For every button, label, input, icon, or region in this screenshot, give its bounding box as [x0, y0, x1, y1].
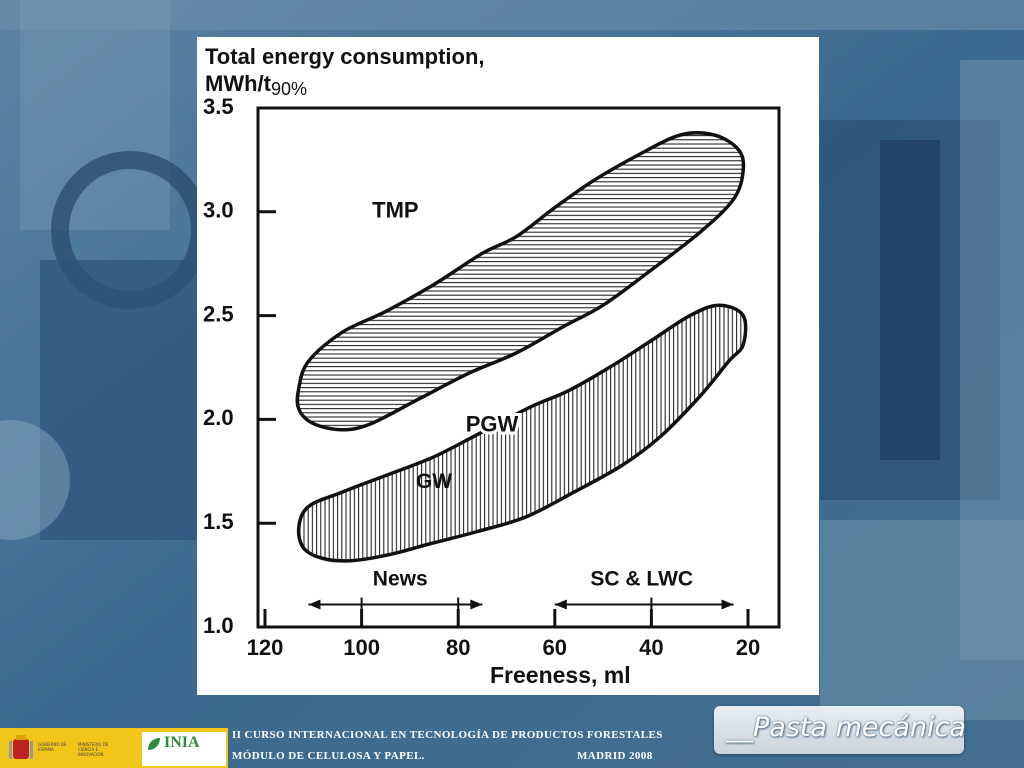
arrowhead-left-sc-lwc [554, 599, 567, 610]
plot-frame [256, 106, 781, 629]
y-axis-label-subscript: 90% [271, 79, 307, 99]
x-tick-label: 40 [639, 635, 663, 660]
location-date: MADRID 2008 [577, 750, 653, 762]
chart-title: Total energy consumption, [205, 44, 485, 69]
y-axis-label: MWh/t90% [205, 71, 307, 99]
x-axis-label: Freeness, ml [490, 662, 631, 688]
inia-logo-text: INIA [164, 734, 200, 751]
chart-panel: Total energy consumption, MWh/t90% TMP PG… [197, 37, 819, 695]
inia-logo: INIA [142, 732, 226, 766]
slide-section-tag-text: __Pasta mecánica [726, 712, 966, 743]
slide-section-tag: __Pasta mecánica [714, 706, 966, 754]
logo-ministerio-text: MINISTERIO DE CIENCIA E INNOVACIÓN [78, 742, 109, 757]
x-tick-label: 20 [736, 635, 760, 660]
y-tick-label: 3.0 [203, 198, 234, 223]
logo-gobierno-text: GOBIERNO DE ESPAÑA [38, 742, 67, 752]
y-tick-label: 3.5 [203, 94, 234, 119]
annotation-news: News [373, 567, 428, 590]
series-label-tmp: TMP [372, 198, 418, 223]
arrowhead-left-news [308, 599, 321, 610]
arrowhead-right-sc-lwc [721, 599, 734, 610]
annotation-sc-lwc: SC & LWC [590, 567, 693, 590]
x-tick-label: 100 [343, 635, 380, 660]
regions-layer: TMP PGW [295, 131, 748, 563]
chart-svg: Total energy consumption, MWh/t90% TMP PG… [203, 44, 781, 688]
y-axis-label-unit: MWh/t [205, 71, 272, 96]
y-ticks-layer: 3.5 3.0 2.5 2.0 1.5 1.0 [203, 94, 276, 638]
y-tick-label: 2.0 [203, 405, 234, 430]
y-tick-label: 2.5 [203, 301, 234, 326]
y-tick-label: 1.0 [203, 613, 234, 638]
region-tmp [295, 131, 746, 432]
series-label-pgw: PGW [466, 411, 519, 436]
x-tick-label: 60 [543, 635, 567, 660]
region-pgw [296, 303, 748, 563]
inia-leaf-icon [148, 738, 160, 750]
course-title-line1: II CURSO INTERNACIONAL EN TECNOLOGÍA DE … [232, 729, 663, 741]
x-tick-label: 120 [247, 635, 284, 660]
arrowhead-right-news [470, 599, 483, 610]
annotation-gw: GW [416, 470, 452, 493]
x-ticks-layer: 120 100 80 60 40 20 [247, 609, 760, 660]
course-title-line2: MÓDULO DE CELULOSA Y PAPEL. [232, 750, 425, 762]
x-tick-label: 80 [446, 635, 470, 660]
spain-coat-of-arms-icon [9, 735, 33, 759]
y-tick-label: 1.5 [203, 509, 234, 534]
annotations-layer: GW News SC & LWC [308, 470, 734, 612]
